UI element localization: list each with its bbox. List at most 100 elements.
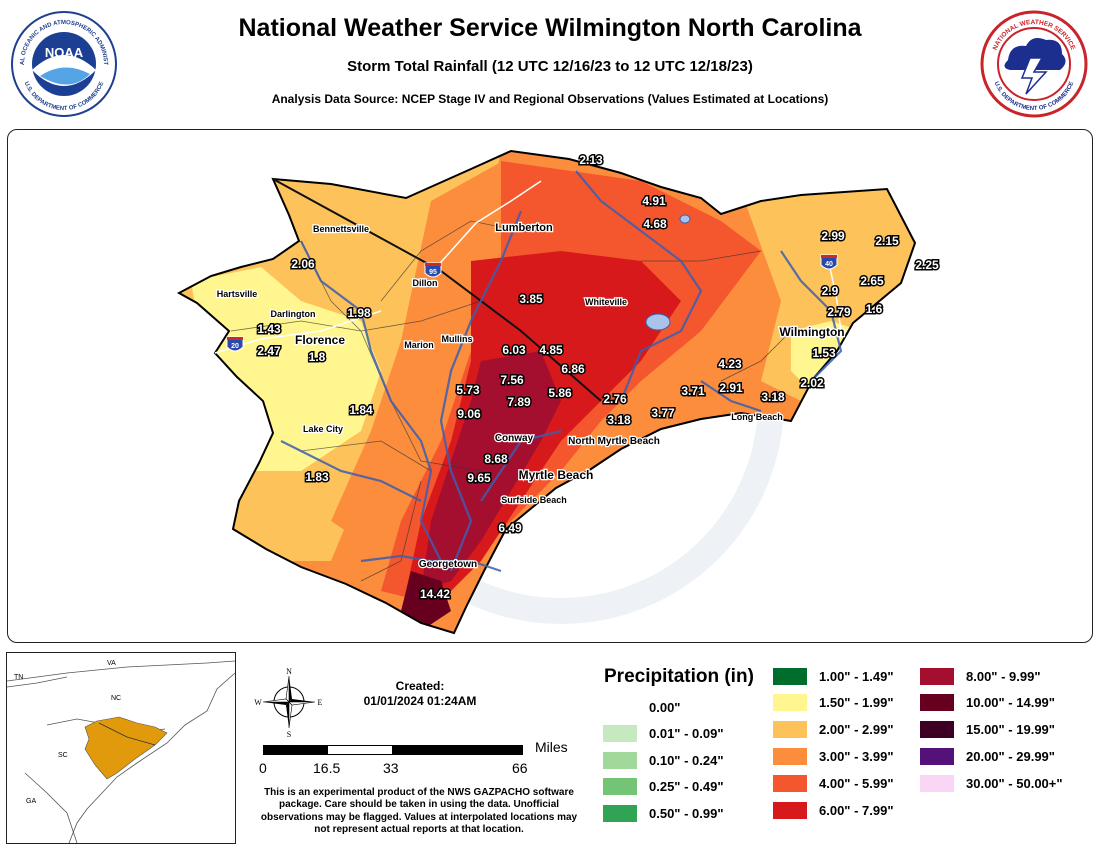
rainfall-value: 3.71 bbox=[681, 384, 705, 398]
rainfall-map: 95 20 40 Bennettsville Hartsville Darlingt… bbox=[176, 149, 941, 635]
legend-item: 0.50" - 0.99" bbox=[603, 802, 723, 824]
rainfall-value: 8.68 bbox=[484, 452, 508, 466]
scale-unit: Miles bbox=[535, 739, 568, 755]
legend-label: 1.50" - 1.99" bbox=[819, 695, 894, 711]
locator-inset-map: VA TN NC SC GA bbox=[6, 652, 236, 844]
city-label-dillon: Dillon bbox=[413, 278, 438, 288]
rainfall-value: 6.86 bbox=[561, 362, 585, 376]
rainfall-value: 2.91 bbox=[719, 381, 743, 395]
svg-text:95: 95 bbox=[429, 269, 437, 276]
rainfall-value: 2.47 bbox=[257, 344, 281, 358]
legend-label: 3.00" - 3.99" bbox=[819, 748, 894, 764]
svg-text:N: N bbox=[286, 667, 292, 676]
city-label-georgetown: Georgetown bbox=[419, 559, 477, 570]
legend-label: 0.00" bbox=[649, 699, 681, 715]
rainfall-value: 2.13 bbox=[579, 153, 603, 167]
legend-swatch bbox=[603, 778, 637, 795]
scale-tick-33: 33 bbox=[383, 760, 399, 776]
inset-label-tn: TN bbox=[14, 674, 23, 681]
city-labels: Bennettsville Hartsville Darlington Florenc… bbox=[215, 221, 845, 572]
legend-label: 6.00" - 7.99" bbox=[819, 802, 894, 818]
interstate-40-shield: 40 bbox=[820, 254, 838, 270]
legend-item: 8.00" - 9.99" bbox=[920, 665, 1040, 687]
legend-label: 1.00" - 1.49" bbox=[819, 668, 894, 684]
legend-label: 0.50" - 0.99" bbox=[649, 805, 724, 821]
page-title: National Weather Service Wilmington Nort… bbox=[238, 14, 862, 42]
city-label-hartsville: Hartsville bbox=[217, 289, 258, 299]
legend-label: 2.00" - 2.99" bbox=[819, 722, 894, 738]
compass-rose-icon: N S W E bbox=[254, 667, 323, 738]
rainfall-value: 9.06 bbox=[457, 407, 481, 421]
rainfall-map-frame: 95 20 40 Bennettsville Hartsville Darlingt… bbox=[7, 129, 1093, 643]
interstate-40-line bbox=[828, 262, 842, 332]
rainfall-value: 1.53 bbox=[812, 346, 836, 360]
rainfall-value: 14.42 bbox=[420, 587, 450, 601]
rainfall-value: 1.83 bbox=[305, 470, 329, 484]
rainfall-value: 2.06 bbox=[291, 257, 315, 271]
legend-swatch bbox=[603, 698, 637, 716]
rainfall-value: 4.23 bbox=[718, 357, 742, 371]
legend-item: 30.00" - 50.00+" bbox=[920, 772, 1063, 794]
inset-label-sc: SC bbox=[58, 752, 68, 759]
inset-label-nc: NC bbox=[111, 695, 121, 702]
rainfall-value: 4.91 bbox=[642, 194, 666, 208]
city-label-whiteville: Whiteville bbox=[585, 297, 627, 307]
legend-swatch bbox=[603, 725, 637, 742]
rainfall-value: 1.84 bbox=[349, 403, 373, 417]
svg-text:W: W bbox=[254, 698, 262, 707]
rainfall-value: 6.49 bbox=[498, 521, 522, 535]
disclaimer-text: This is an experimental product of the N… bbox=[260, 787, 578, 836]
legend-label: 30.00" - 50.00+" bbox=[966, 775, 1063, 791]
legend-item: 0.00" bbox=[603, 696, 680, 718]
legend-swatch bbox=[920, 694, 954, 712]
rivers bbox=[280, 170, 843, 573]
city-label-north-myrtle-beach: North Myrtle Beach bbox=[568, 436, 660, 447]
legend-item: 1.00" - 1.49" bbox=[773, 665, 893, 687]
interstate-95-shield: 95 bbox=[424, 262, 442, 278]
created-value: 01/01/2024 01:24AM bbox=[363, 694, 477, 708]
rainfall-value: 5.86 bbox=[548, 386, 572, 400]
rainfall-value: 1.6 bbox=[866, 302, 883, 316]
legend-swatch bbox=[603, 804, 637, 822]
legend-item: 0.25" - 0.49" bbox=[603, 776, 723, 798]
tn-nc-border bbox=[7, 676, 68, 688]
legend-swatch bbox=[920, 774, 954, 792]
rainfall-value: 4.68 bbox=[643, 217, 667, 231]
legend-item: 2.00" - 2.99" bbox=[773, 719, 893, 741]
rainfall-value: 3.85 bbox=[519, 292, 543, 306]
legend-swatch bbox=[773, 801, 807, 819]
rainfall-value: 2.99 bbox=[821, 229, 845, 243]
legend-label: 8.00" - 9.99" bbox=[966, 668, 1041, 684]
inset-label-ga: GA bbox=[26, 798, 36, 805]
city-label-marion: Marion bbox=[404, 340, 434, 350]
legend-label: 0.01" - 0.09" bbox=[649, 726, 724, 741]
legend-item: 15.00" - 19.99" bbox=[920, 719, 1055, 741]
scale-tick-0: 0 bbox=[259, 760, 267, 776]
rainfall-value: 2.02 bbox=[800, 376, 824, 390]
scale-bar bbox=[263, 745, 523, 755]
rainfall-value: 2.76 bbox=[603, 392, 627, 406]
svg-text:NOAA: NOAA bbox=[45, 45, 84, 60]
va-nc-border bbox=[7, 660, 235, 682]
rainfall-value: 4.85 bbox=[539, 343, 563, 357]
created-stamp: Created: 01/01/2024 01:24AM bbox=[340, 679, 500, 709]
legend-label: 0.25" - 0.49" bbox=[649, 779, 724, 794]
svg-text:E: E bbox=[318, 698, 323, 707]
legend-swatch bbox=[603, 751, 637, 769]
city-label-lumberton: Lumberton bbox=[495, 222, 553, 234]
created-label: Created: bbox=[395, 679, 445, 693]
nws-logo: NATIONAL WEATHER SERVICE U.S. DEPARTMENT… bbox=[980, 10, 1088, 118]
rainfall-value: 6.03 bbox=[502, 343, 526, 357]
legend-swatch bbox=[773, 747, 807, 765]
svg-text:20: 20 bbox=[231, 343, 239, 350]
sc-ga-border bbox=[24, 772, 78, 843]
forecast-area-highlight bbox=[84, 716, 168, 780]
interstate-20-shield: 20 bbox=[226, 336, 244, 352]
city-label-conway: Conway bbox=[495, 433, 534, 444]
city-label-myrtle-beach: Myrtle Beach bbox=[519, 468, 594, 482]
rainfall-value: 2.25 bbox=[915, 258, 939, 272]
legend-swatch bbox=[920, 667, 954, 685]
legend-item: 20.00" - 29.99" bbox=[920, 745, 1055, 767]
region-outline bbox=[176, 149, 917, 635]
rainfall-value: 2.9 bbox=[822, 284, 839, 298]
